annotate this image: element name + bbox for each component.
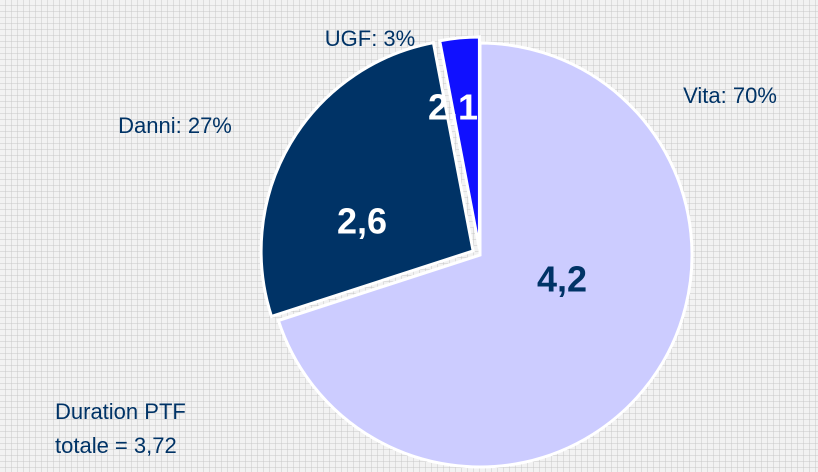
slice-label: Vita: 70% — [683, 83, 777, 108]
annotation: Duration PTF — [55, 399, 186, 424]
duration-label: 4,2 — [537, 259, 587, 300]
slice-label: Danni: 27% — [118, 113, 232, 138]
duration-label: 2,6 — [337, 201, 387, 242]
slice-label: UGF: 3% — [325, 26, 415, 51]
pie-slice — [276, 41, 694, 469]
annotation: totale = 3,72 — [55, 433, 177, 458]
pie-slice — [259, 40, 475, 319]
pie-slice — [437, 35, 481, 250]
duration-label: 2,1 — [428, 87, 478, 128]
